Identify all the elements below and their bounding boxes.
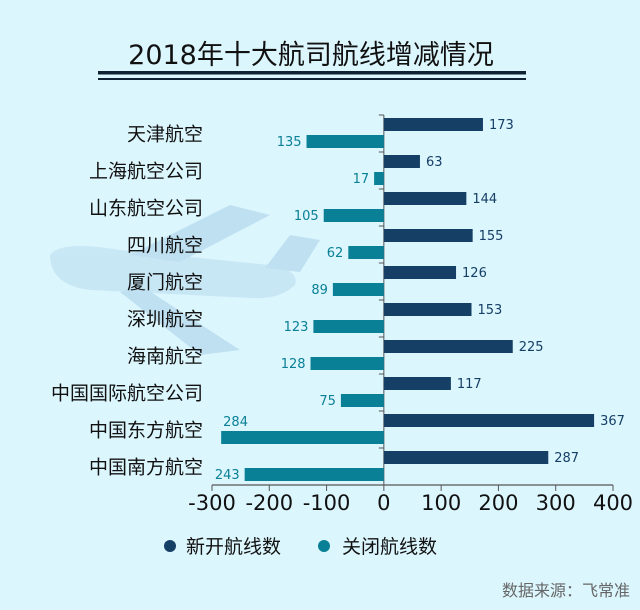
legend-marker-new	[164, 540, 176, 552]
category-label: 厦门航空	[127, 272, 203, 294]
bar-new	[383, 377, 451, 390]
legend-label-new: 新开航线数	[186, 536, 281, 558]
source-note: 数据来源：飞常准	[502, 581, 630, 600]
bar-closed	[323, 209, 384, 222]
data-label-closed: 128	[281, 357, 306, 372]
x-tick-label: -300	[188, 491, 236, 515]
airplane-watermark	[50, 205, 320, 355]
x-tick-label: 400	[593, 491, 633, 515]
bar-new	[383, 451, 549, 464]
bar-closed	[374, 172, 384, 185]
data-label-new: 63	[426, 155, 443, 170]
legend-marker-closed	[318, 540, 330, 552]
category-label: 中国国际航空公司	[51, 383, 203, 405]
bar-new	[383, 340, 513, 353]
bar-new	[383, 155, 420, 168]
bar-closed	[348, 246, 384, 259]
data-label-closed: 105	[294, 209, 319, 224]
data-label-new: 367	[600, 414, 625, 429]
bar-closed	[306, 135, 384, 148]
bar-new	[383, 118, 483, 131]
bar-closed	[310, 357, 384, 370]
category-label: 中国东方航空	[89, 420, 203, 442]
bar-new	[383, 192, 467, 205]
data-label-new: 173	[489, 118, 514, 133]
x-tick-label: -200	[245, 491, 293, 515]
x-tick-label: 300	[536, 491, 576, 515]
title-underline	[98, 71, 526, 75]
bar-closed	[313, 320, 384, 333]
x-tick-label: 0	[377, 491, 390, 515]
data-label-closed: 123	[284, 320, 309, 335]
category-label: 四川航空	[127, 235, 203, 257]
bar-closed	[221, 431, 384, 444]
category-label: 海南航空	[127, 346, 203, 368]
bar-new	[383, 266, 457, 279]
category-label: 中国南方航空	[89, 457, 203, 479]
data-label-new: 144	[472, 192, 497, 207]
data-label-new: 287	[554, 451, 579, 466]
bar-new	[383, 414, 595, 427]
data-label-closed: 17	[353, 172, 370, 187]
data-label-closed: 135	[277, 135, 302, 150]
bar-closed	[244, 468, 384, 481]
title-underline-2	[98, 78, 526, 80]
data-label-closed: 284	[223, 415, 248, 430]
category-label: 深圳航空	[127, 309, 203, 331]
data-label-new: 225	[519, 340, 544, 355]
plot-area: -300 -200 -100 0 100 200 300 400 天津航空 173 135 上海航空公…	[51, 114, 633, 515]
data-label-closed: 89	[311, 283, 328, 298]
x-tick-label: 200	[478, 491, 518, 515]
data-label-new: 153	[478, 303, 503, 318]
data-label-closed: 75	[319, 394, 336, 409]
data-label-closed: 62	[327, 246, 344, 261]
bar-new	[383, 229, 473, 242]
category-label: 天津航空	[127, 124, 203, 146]
category-label: 上海航空公司	[89, 161, 203, 183]
data-label-closed: 243	[215, 468, 240, 483]
bar-new	[383, 303, 472, 316]
x-tick-label: 100	[421, 491, 461, 515]
x-tick-label: -100	[303, 491, 351, 515]
data-label-new: 155	[479, 229, 504, 244]
legend-label-closed: 关闭航线数	[342, 536, 437, 558]
bar-closed	[332, 283, 384, 296]
category-label: 山东航空公司	[89, 198, 203, 220]
data-label-new: 117	[457, 377, 482, 392]
legend: 新开航线数 关闭航线数	[164, 536, 437, 558]
data-label-new: 126	[462, 266, 487, 281]
bar-closed	[340, 394, 384, 407]
chart-title: 2018年十大航司航线增减情况	[128, 40, 494, 71]
